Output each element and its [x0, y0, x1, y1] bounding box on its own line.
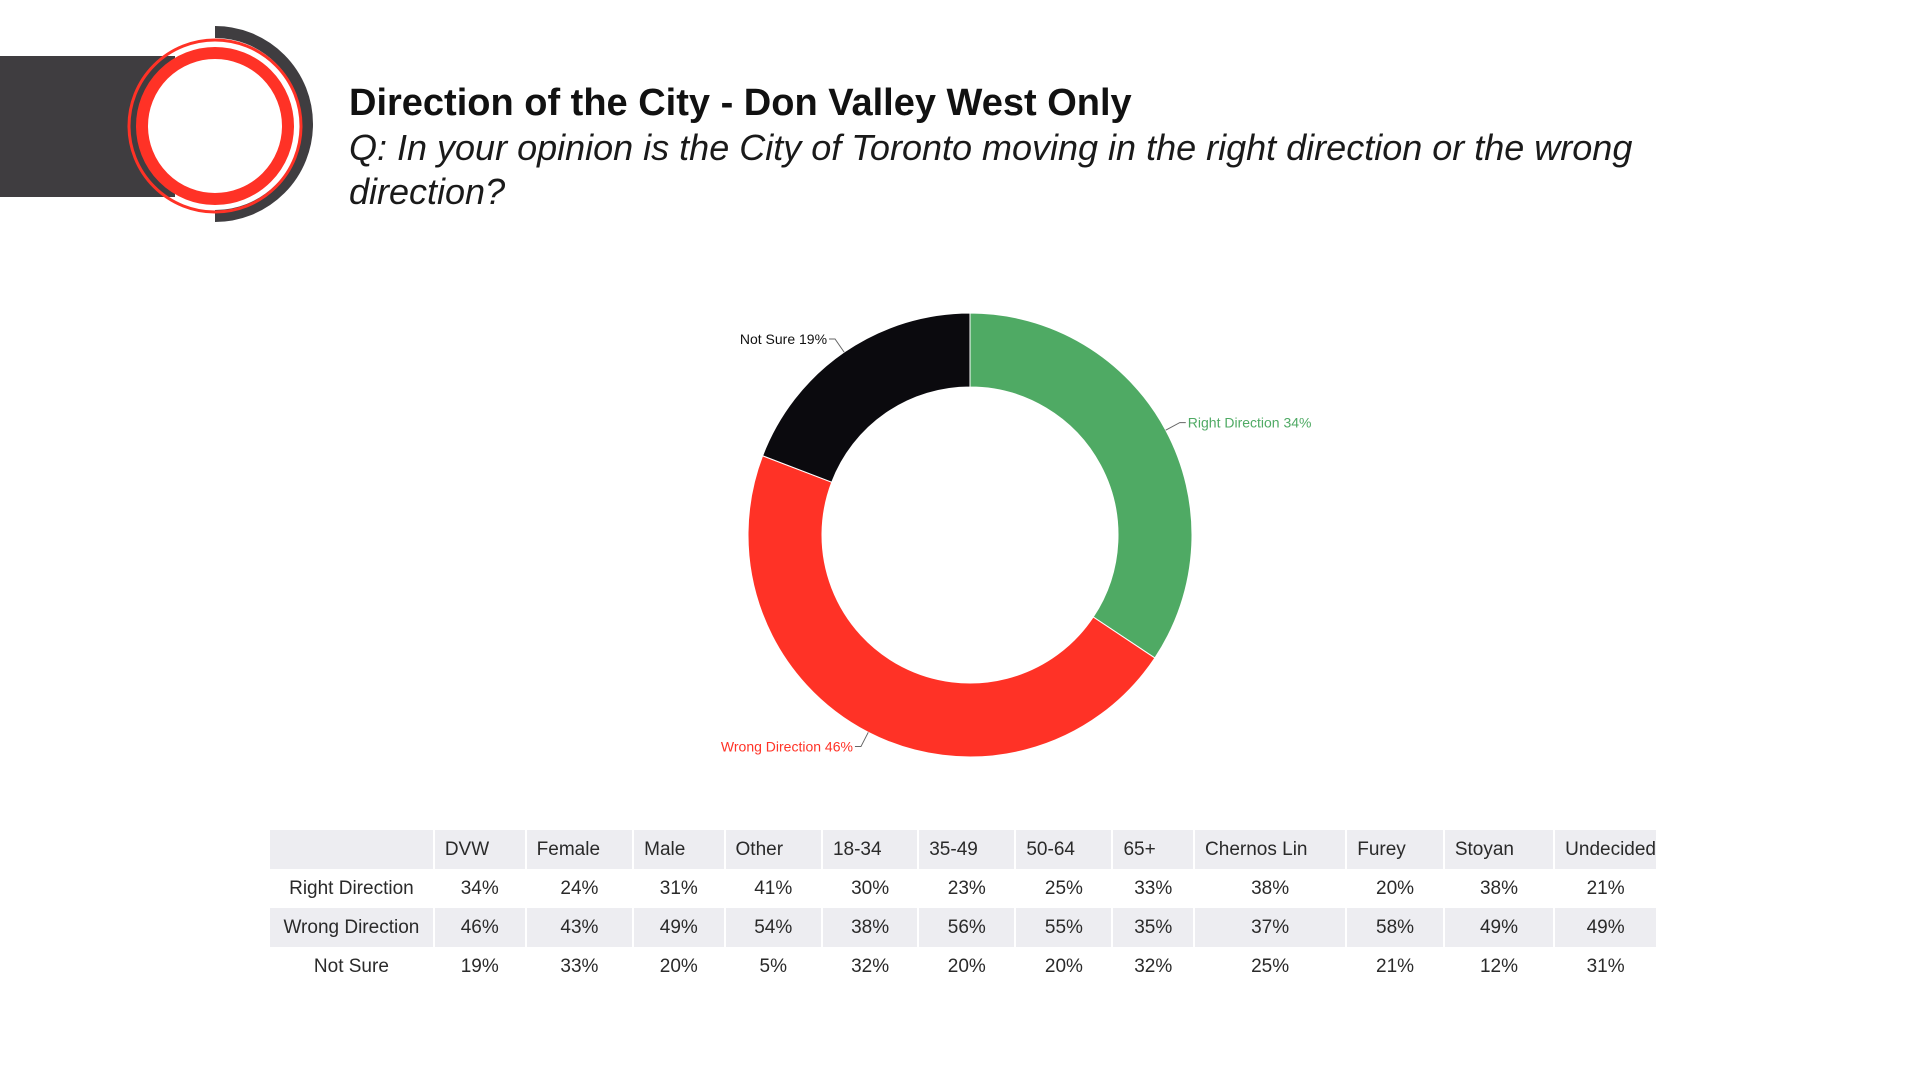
table-cell: 32%	[821, 947, 920, 986]
table-cell: 58%	[1346, 908, 1445, 947]
column-header: DVW	[433, 830, 527, 869]
label-leader-line	[1165, 422, 1186, 431]
table-cell: 56%	[918, 908, 1017, 947]
table-cell: 46%	[433, 908, 527, 947]
column-header: Stoyan	[1443, 830, 1556, 869]
table-cell: 31%	[1554, 947, 1658, 986]
table-cell: 33%	[1112, 869, 1196, 908]
donut-chart: Right Direction 34% Wrong Direction 46% No…	[721, 312, 1312, 758]
column-header: 18-34	[821, 830, 920, 869]
row-label: Right Direction	[270, 869, 435, 908]
table-cell: 20%	[1346, 869, 1445, 908]
table-cell: 38%	[1194, 869, 1348, 908]
table-cell: 38%	[1443, 869, 1556, 908]
table-cell: 54%	[724, 908, 823, 947]
table-cell: 20%	[918, 947, 1017, 986]
column-header: Other	[724, 830, 823, 869]
table-cell: 34%	[433, 869, 527, 908]
column-header: 50-64	[1015, 830, 1114, 869]
table-cell: 55%	[1015, 908, 1114, 947]
table-cell: 19%	[433, 947, 527, 986]
logo-thin-ring	[127, 38, 303, 214]
table-cell: 30%	[821, 869, 920, 908]
column-header: 65+	[1112, 830, 1196, 869]
table-cell: 20%	[633, 947, 726, 986]
table-cell: 23%	[918, 869, 1017, 908]
table-cell: 35%	[1112, 908, 1196, 947]
question-text: Q: In your opinion is the City of Toront…	[349, 127, 1633, 212]
slice-label: Right Direction 34%	[1188, 415, 1312, 431]
crosstab-table: DVW Female Male Other 18-34 35-49 50-64 …	[270, 830, 1658, 986]
table-cell: 31%	[633, 869, 726, 908]
brand-ring-logo	[127, 26, 313, 222]
column-header: Female	[525, 830, 635, 869]
table-cell: 38%	[821, 908, 920, 947]
table-cell: 25%	[1015, 869, 1114, 908]
table-cell: 49%	[633, 908, 726, 947]
table-row-not-sure: Not Sure 19% 33% 20% 5% 32% 20% 20% 32% …	[270, 947, 1658, 986]
table-row-wrong-direction: Wrong Direction 46% 43% 49% 54% 38% 56% …	[270, 908, 1658, 947]
slice-label: Wrong Direction 46%	[721, 739, 853, 755]
table-cell: 32%	[1112, 947, 1196, 986]
label-leader-line	[854, 732, 869, 748]
table-cell: 37%	[1194, 908, 1348, 947]
table-row-right-direction: Right Direction 34% 24% 31% 41% 30% 23% …	[270, 869, 1658, 908]
column-header	[270, 830, 435, 869]
table-header-row: DVW Female Male Other 18-34 35-49 50-64 …	[270, 830, 1658, 869]
table-cell: 21%	[1346, 947, 1445, 986]
label-leader-line	[829, 338, 845, 353]
table-cell: 24%	[525, 869, 635, 908]
table-cell: 20%	[1015, 947, 1114, 986]
slice-label: Not Sure 19%	[740, 331, 827, 347]
pie-slice	[969, 312, 1193, 659]
column-header: Undecided	[1554, 830, 1658, 869]
column-header: Chernos Lin	[1194, 830, 1348, 869]
pie-slice	[761, 312, 971, 483]
table-cell: 25%	[1194, 947, 1348, 986]
column-header: Male	[633, 830, 726, 869]
page-title: Direction of the City - Don Valley West …	[349, 82, 1132, 124]
pie-slice	[747, 455, 1156, 758]
table-cell: 21%	[1554, 869, 1658, 908]
table-cell: 41%	[724, 869, 823, 908]
table-cell: 12%	[1443, 947, 1556, 986]
column-header: 35-49	[918, 830, 1017, 869]
table-cell: 49%	[1443, 908, 1556, 947]
logo-dark-arc	[214, 26, 313, 222]
row-label: Not Sure	[270, 947, 435, 986]
table-cell: 5%	[724, 947, 823, 986]
row-label: Wrong Direction	[270, 908, 435, 947]
logo-thick-ring	[136, 47, 294, 205]
table-cell: 33%	[525, 947, 635, 986]
table-cell: 43%	[525, 908, 635, 947]
column-header: Furey	[1346, 830, 1445, 869]
table-cell: 49%	[1554, 908, 1658, 947]
